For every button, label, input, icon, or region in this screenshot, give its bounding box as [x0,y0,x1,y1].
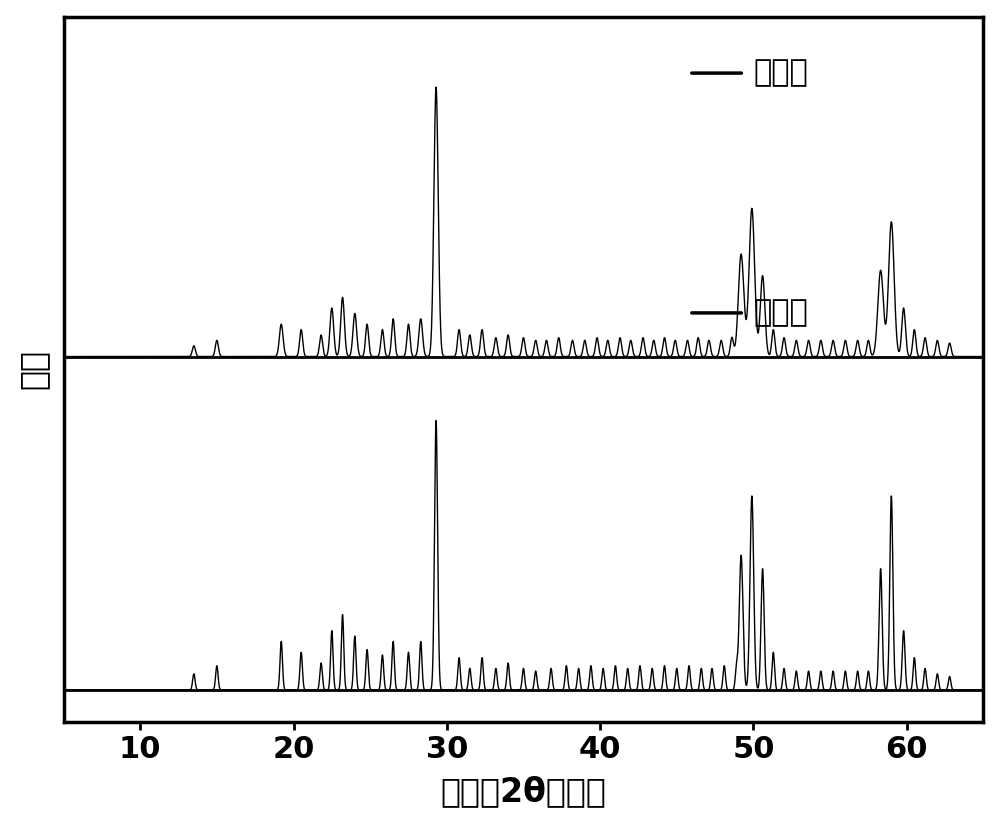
Y-axis label: 强度: 强度 [17,349,50,389]
Text: 实验值: 实验值 [753,59,808,87]
Text: 模拟值: 模拟值 [753,299,808,328]
X-axis label: 衍射角2θ（度）: 衍射角2θ（度） [441,776,606,808]
